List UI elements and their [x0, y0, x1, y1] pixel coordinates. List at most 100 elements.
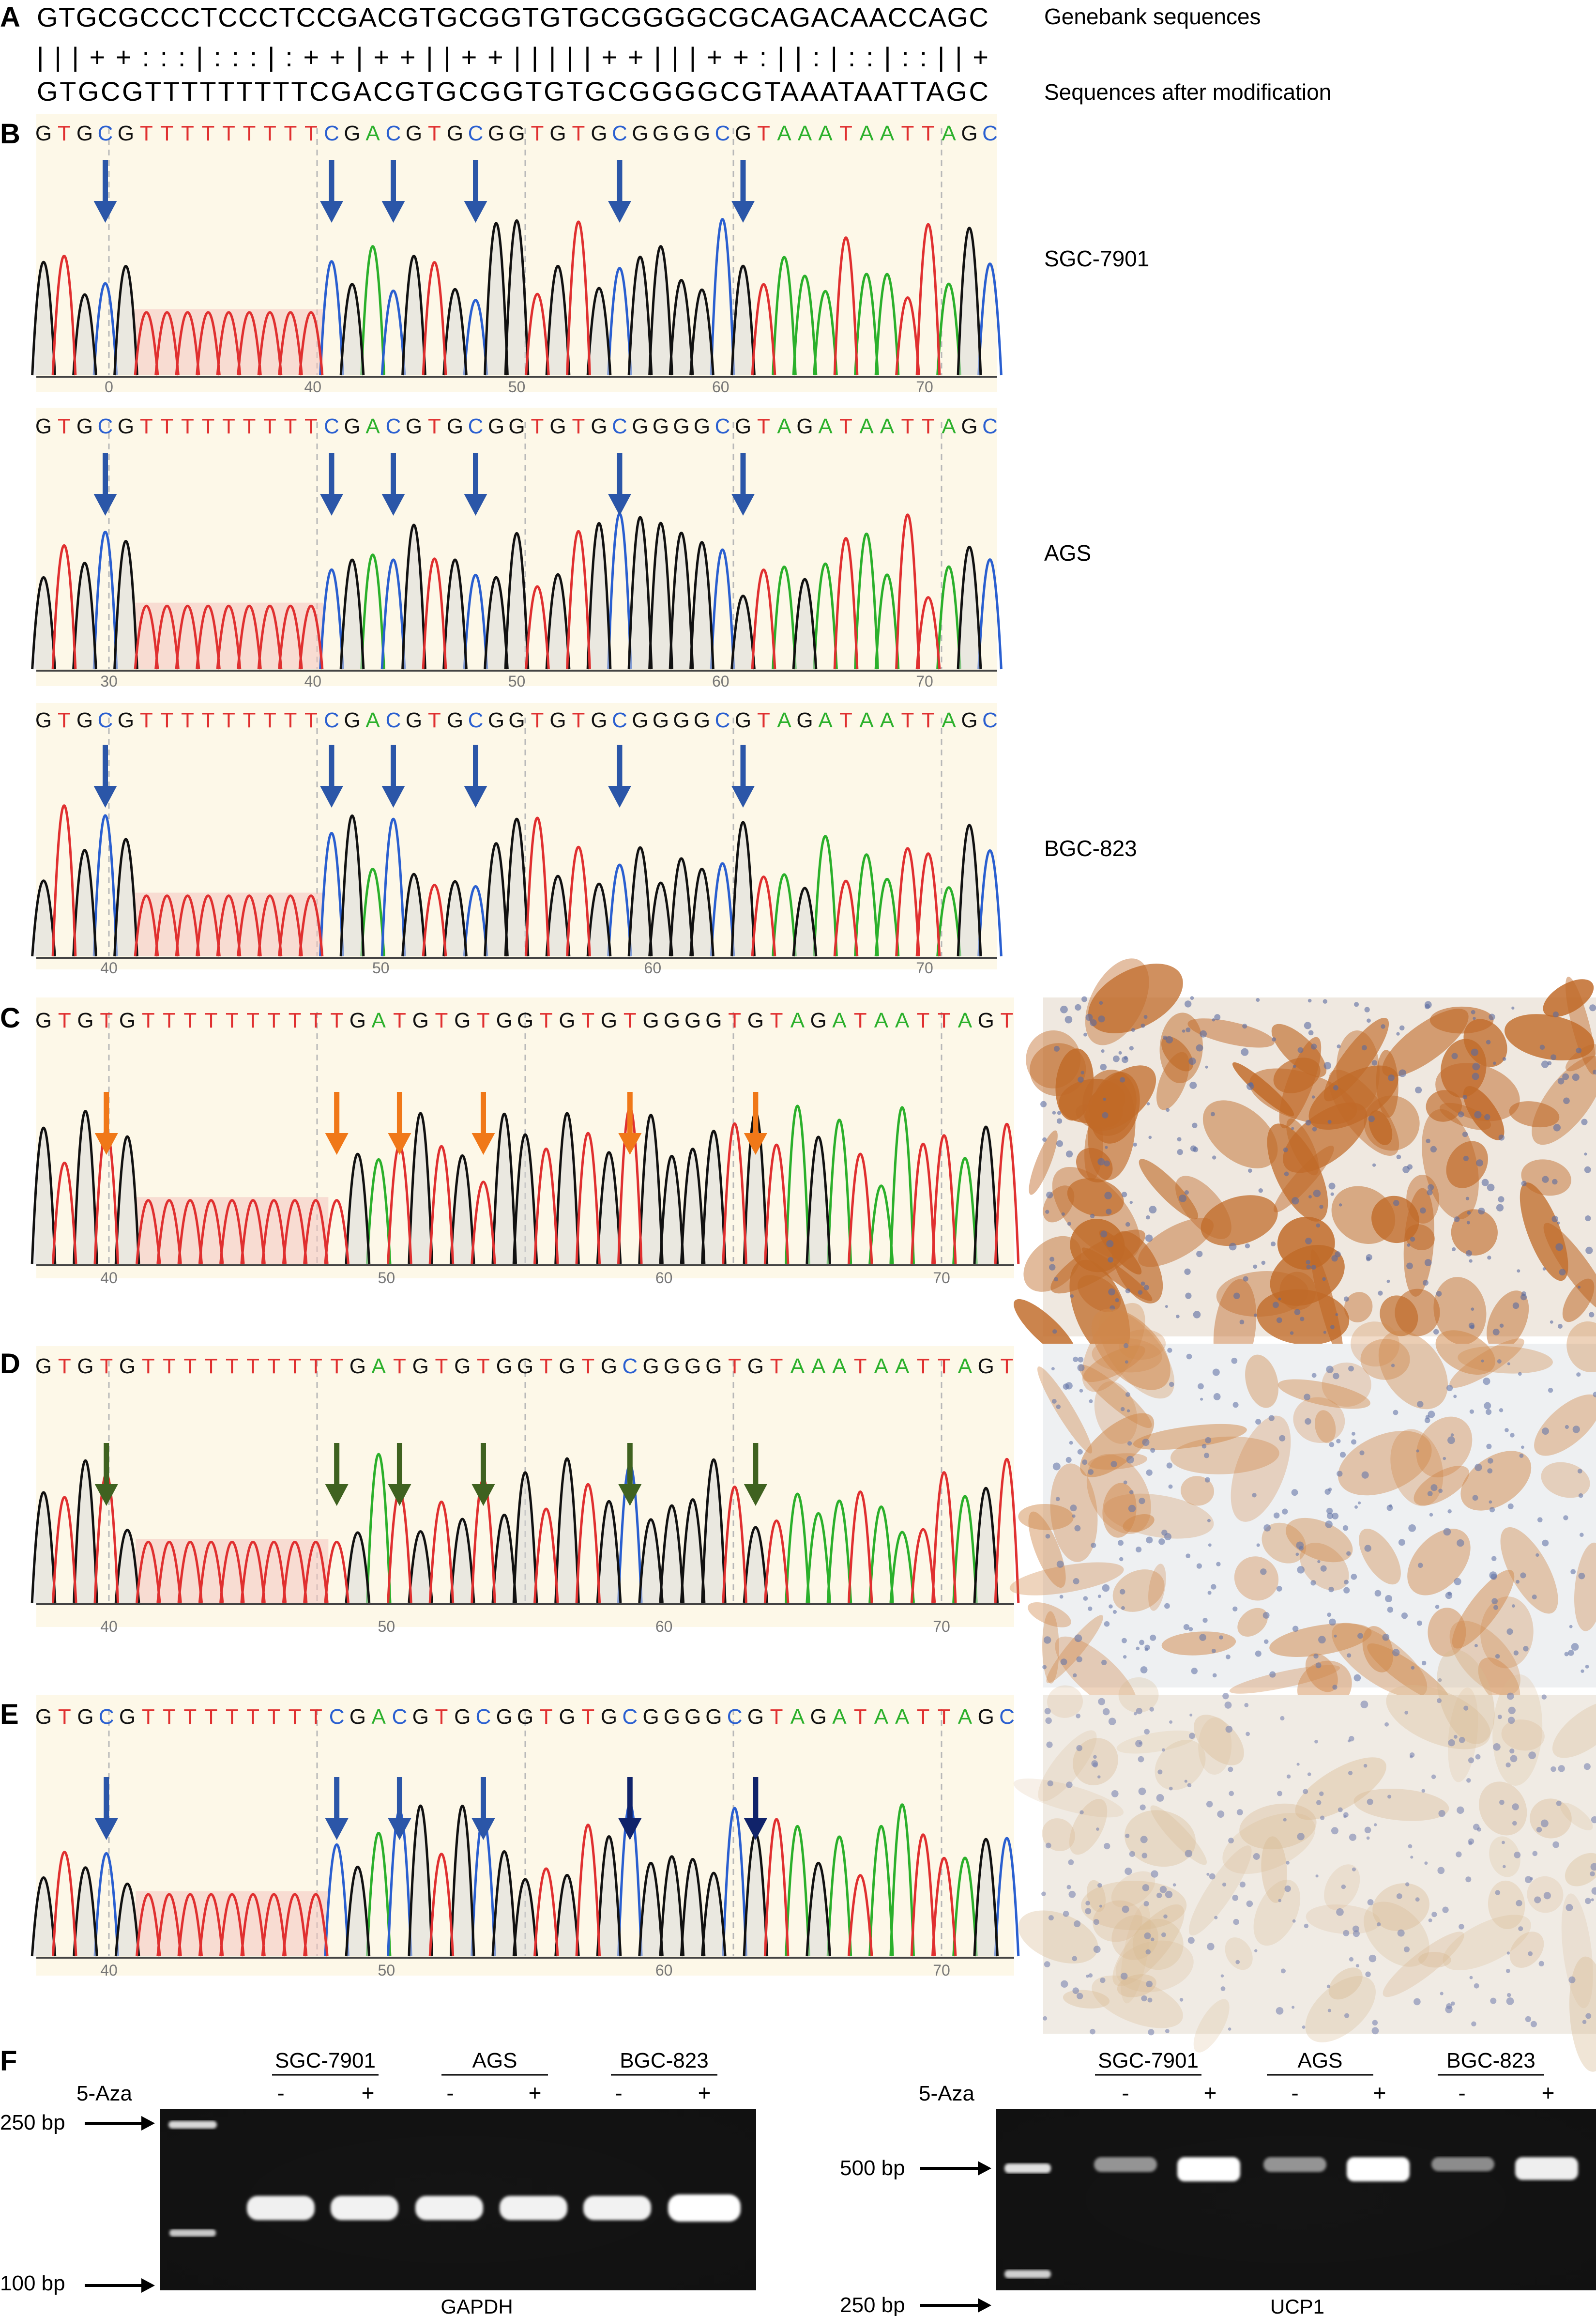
ihc-nucleus	[1141, 1853, 1148, 1858]
ihc-nucleus	[1104, 1192, 1112, 1199]
ihc-nucleus	[1590, 1863, 1596, 1871]
ihc-nucleus	[1447, 1436, 1455, 1444]
base-call: A	[958, 1009, 973, 1032]
ihc-nucleus	[1229, 1791, 1234, 1796]
base-call: G	[508, 414, 525, 438]
base-call: T	[284, 708, 297, 732]
ihc-nucleus	[1523, 1646, 1529, 1652]
ucp1-lane-sign: -	[1291, 2080, 1298, 2105]
panel-f: F SGC-7901 AGS BGC-823 5-Aza - + - + - +	[0, 2045, 1596, 2316]
base-call: T	[222, 414, 235, 438]
gapdh-band-lane-6	[668, 2194, 741, 2222]
ihc-nucleus	[1506, 1951, 1510, 1955]
ihc-nucleus	[1261, 1260, 1266, 1265]
ihc-nucleus	[1319, 1791, 1324, 1796]
ihc-stain-region	[1118, 1329, 1166, 1360]
ihc-nucleus	[1490, 1997, 1497, 2004]
base-call: G	[35, 414, 52, 438]
ihc-nucleus	[1382, 1633, 1390, 1641]
ihc-nucleus	[1474, 1463, 1482, 1472]
base-call: G	[664, 1705, 680, 1729]
ihc-nucleus	[1125, 1360, 1128, 1364]
base-call: G	[119, 1705, 136, 1729]
ihc-nucleus	[1217, 1810, 1225, 1818]
ihc-nucleus	[1459, 1924, 1464, 1930]
base-call: T	[477, 1354, 490, 1378]
ihc-stain-region	[1414, 1466, 1470, 1506]
panel-letter-d: D	[0, 1348, 20, 1380]
base-call: T	[58, 122, 71, 145]
ihc-nucleus	[1577, 1469, 1582, 1474]
ihc-nucleus	[1472, 1073, 1479, 1080]
ihc-nucleus	[1196, 1250, 1203, 1258]
ihc-nucleus	[1448, 1739, 1455, 1747]
ihc-nucleus	[1093, 1755, 1097, 1759]
ucp1-lane-sign: -	[1458, 2080, 1465, 2105]
base-call: G	[684, 1705, 701, 1729]
ucp1-treatment-label: 5-Aza	[919, 2082, 974, 2105]
ihc-nucleus	[1196, 1563, 1202, 1569]
methylation-arrowhead	[320, 786, 343, 808]
ihc-nucleus	[1366, 1836, 1370, 1840]
ihc-nucleus	[1085, 1901, 1090, 1906]
base-call: G	[642, 1705, 659, 1729]
base-call: T	[58, 414, 71, 438]
ihc-nucleus	[1226, 1654, 1231, 1659]
ihc-nucleus	[1205, 1437, 1212, 1443]
base-call: A	[958, 1705, 973, 1729]
ihc-nucleus	[1096, 1827, 1099, 1831]
ihc-nucleus	[1268, 1415, 1275, 1421]
ihc-nucleus	[1506, 1692, 1514, 1700]
base-call: G	[591, 414, 607, 438]
ihc-nucleus	[1207, 1943, 1215, 1950]
ihc-nucleus	[1206, 1801, 1213, 1808]
ihc-stain-region	[1353, 1788, 1449, 1821]
ihc-nucleus	[1066, 1885, 1071, 1889]
ihc-nucleus	[1365, 1971, 1371, 1978]
gapdh-lane-sign: -	[615, 2080, 622, 2105]
ucp1-gel-title: UCP1	[1270, 2295, 1324, 2316]
ihc-nucleus	[1506, 1993, 1511, 1997]
ihc-nucleus	[1505, 1968, 1510, 1973]
ihc-nucleus	[1253, 1853, 1260, 1860]
ihc-nucleus	[1103, 1097, 1107, 1101]
ihc-nucleus	[1125, 1392, 1130, 1397]
ihc-nucleus	[1146, 1102, 1150, 1105]
ihc-nucleus	[1304, 1022, 1311, 1029]
ihc-stain-region	[1500, 1527, 1558, 1614]
ihc-stain-region	[1046, 1615, 1103, 1683]
base-call: T	[226, 1705, 239, 1729]
ihc-nucleus	[1072, 1956, 1078, 1962]
ihc-nucleus	[1099, 1904, 1103, 1908]
gapdh-lane-sign: -	[277, 2080, 284, 2105]
ihc-nucleus	[1219, 1635, 1223, 1640]
ihc-nucleus	[1185, 1000, 1192, 1008]
ihc-nucleus	[1520, 1572, 1526, 1579]
ihc-nucleus	[1343, 1815, 1347, 1819]
ihc-nucleus	[1495, 1654, 1500, 1659]
ihc-nucleus	[1091, 1542, 1096, 1548]
ucp1-ladder-band-250	[1004, 2270, 1051, 2278]
base-call: G	[549, 414, 566, 438]
ihc-nucleus	[1414, 1998, 1421, 2006]
ihc-stain-region	[1390, 1429, 1444, 1506]
ucp1-band	[1347, 2157, 1410, 2181]
base-call: A	[798, 122, 812, 145]
ihc-nucleus	[1537, 1517, 1543, 1522]
ihc-nucleus	[1101, 1659, 1107, 1666]
ihc-nucleus	[1417, 1563, 1423, 1568]
ihc-nucleus	[1120, 1407, 1125, 1411]
ihc-nucleus	[1088, 1606, 1093, 1611]
base-call: T	[202, 122, 215, 145]
ihc-nucleus	[1148, 2029, 1155, 2036]
ihc-nucleus	[1424, 1259, 1432, 1266]
ihc-nucleus	[1212, 1673, 1217, 1678]
ihc-nucleus	[1509, 1748, 1515, 1754]
ihc-nucleus	[1079, 1810, 1084, 1815]
ihc-nucleus	[1481, 1359, 1484, 1363]
ihc-nucleus	[1446, 1384, 1453, 1392]
ihc-nucleus	[1529, 1877, 1533, 1881]
